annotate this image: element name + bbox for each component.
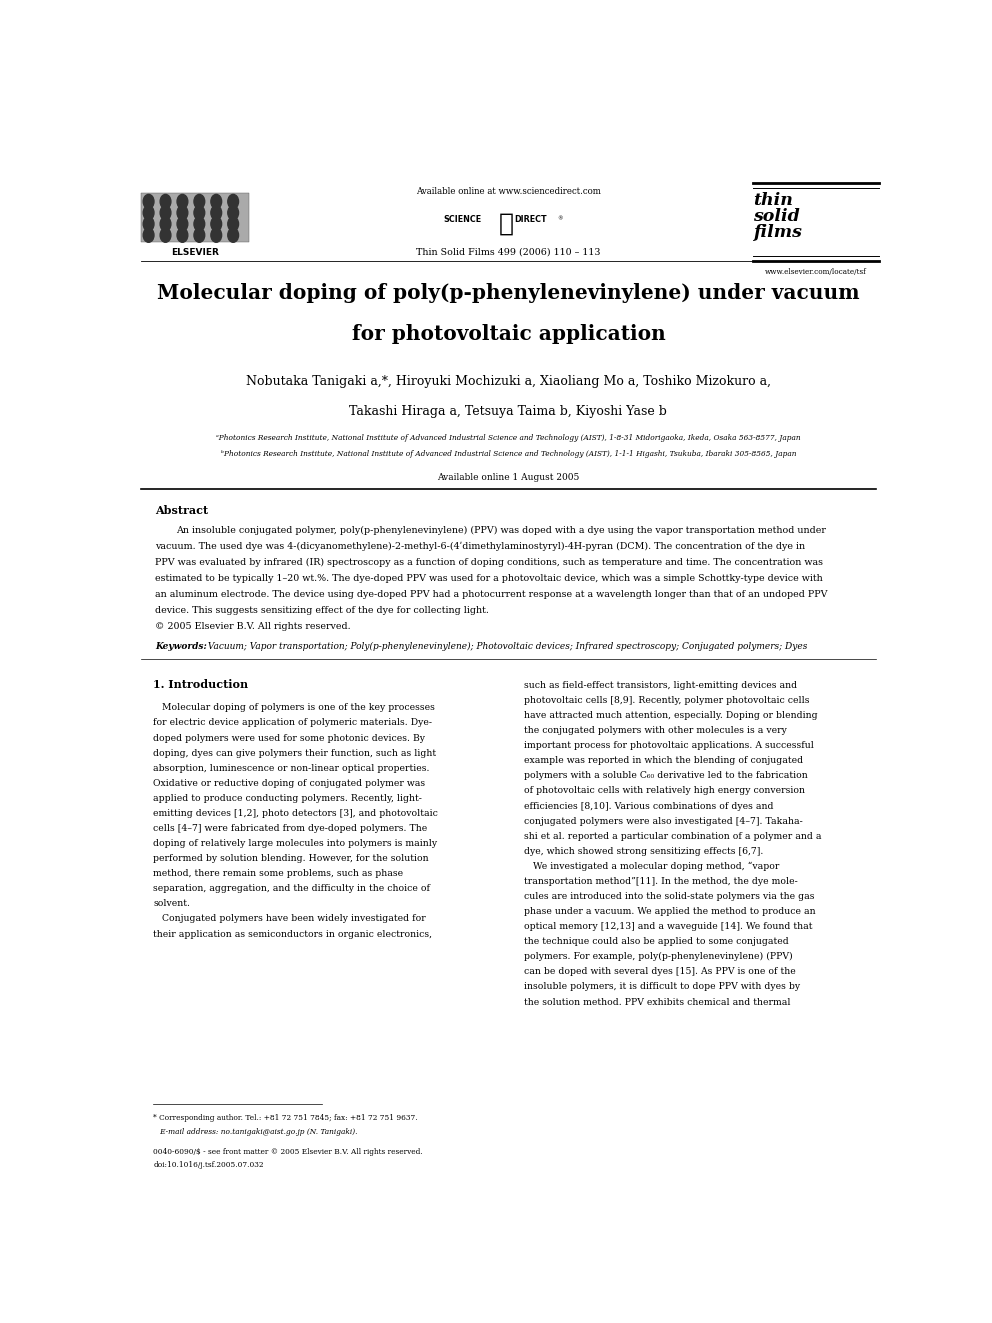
Text: shi et al. reported a particular combination of a polymer and a: shi et al. reported a particular combina… [524, 832, 821, 840]
Text: 0040-6090/$ - see front matter © 2005 Elsevier B.V. All rights reserved.: 0040-6090/$ - see front matter © 2005 El… [153, 1148, 423, 1156]
Circle shape [228, 228, 238, 242]
Text: doi:10.1016/j.tsf.2005.07.032: doi:10.1016/j.tsf.2005.07.032 [153, 1162, 264, 1170]
Text: absorption, luminescence or non-linear optical properties.: absorption, luminescence or non-linear o… [153, 763, 430, 773]
Circle shape [160, 217, 171, 232]
Text: conjugated polymers were also investigated [4–7]. Takaha-: conjugated polymers were also investigat… [524, 816, 803, 826]
Bar [141, 192, 251, 250]
Circle shape [177, 228, 187, 242]
Circle shape [143, 194, 154, 209]
Text: PPV was evaluated by infrared (IR) spectroscopy as a function of doping conditio: PPV was evaluated by infrared (IR) spect… [155, 558, 822, 566]
Circle shape [160, 228, 171, 242]
Circle shape [211, 228, 221, 242]
Circle shape [228, 205, 238, 220]
Text: vacuum. The used dye was 4-(dicyanomethylene)-2-methyl-6-(4ʹdimethylaminostyryl): vacuum. The used dye was 4-(dicyanomethy… [155, 541, 805, 550]
Text: * Corresponding author. Tel.: +81 72 751 7845; fax: +81 72 751 9637.: * Corresponding author. Tel.: +81 72 751… [153, 1114, 418, 1122]
Circle shape [211, 205, 221, 220]
Text: Vacuum; Vapor transportation; Poly(p-phenylenevinylene); Photovoltaic devices; I: Vacuum; Vapor transportation; Poly(p-phe… [204, 642, 807, 651]
FancyBboxPatch shape [141, 193, 249, 242]
Text: Keywords:: Keywords: [155, 642, 206, 651]
Text: ⓓ: ⓓ [499, 212, 514, 235]
Text: solvent.: solvent. [153, 900, 190, 909]
Text: the solution method. PPV exhibits chemical and thermal: the solution method. PPV exhibits chemic… [524, 998, 791, 1007]
Text: transportation method”[11]. In the method, the dye mole-: transportation method”[11]. In the metho… [524, 877, 798, 886]
Text: device. This suggests sensitizing effect of the dye for collecting light.: device. This suggests sensitizing effect… [155, 606, 489, 615]
Text: of photovoltaic cells with relatively high energy conversion: of photovoltaic cells with relatively hi… [524, 786, 805, 795]
Text: thin
solid
films: thin solid films [753, 192, 802, 241]
Text: ᵇPhotonics Research Institute, National Institute of Advanced Industrial Science: ᵇPhotonics Research Institute, National … [220, 450, 797, 458]
Text: have attracted much attention, especially. Doping or blending: have attracted much attention, especiall… [524, 710, 817, 720]
Text: Takashi Hiraga a, Tetsuya Taima b, Kiyoshi Yase b: Takashi Hiraga a, Tetsuya Taima b, Kiyos… [349, 405, 668, 418]
Circle shape [160, 194, 171, 209]
Text: applied to produce conducting polymers. Recently, light-: applied to produce conducting polymers. … [153, 794, 422, 803]
Circle shape [194, 228, 204, 242]
Text: photovoltaic cells [8,9]. Recently, polymer photovoltaic cells: photovoltaic cells [8,9]. Recently, poly… [524, 696, 809, 705]
Text: Nobutaka Tanigaki a,*, Hiroyuki Mochizuki a, Xiaoliang Mo a, Toshiko Mizokuro a,: Nobutaka Tanigaki a,*, Hiroyuki Mochizuk… [246, 374, 771, 388]
Text: insoluble polymers, it is difficult to dope PPV with dyes by: insoluble polymers, it is difficult to d… [524, 983, 800, 991]
Text: cells [4–7] were fabricated from dye-doped polymers. The: cells [4–7] were fabricated from dye-dop… [153, 824, 428, 833]
Text: optical memory [12,13] and a waveguide [14]. We found that: optical memory [12,13] and a waveguide [… [524, 922, 812, 931]
Circle shape [194, 217, 204, 232]
Text: important process for photovoltaic applications. A successful: important process for photovoltaic appli… [524, 741, 813, 750]
Text: estimated to be typically 1–20 wt.%. The dye-doped PPV was used for a photovolta: estimated to be typically 1–20 wt.%. The… [155, 574, 822, 583]
Text: for electric device application of polymeric materials. Dye-: for electric device application of polym… [153, 718, 433, 728]
Text: Oxidative or reductive doping of conjugated polymer was: Oxidative or reductive doping of conjuga… [153, 779, 426, 787]
Text: separation, aggregation, and the difficulty in the choice of: separation, aggregation, and the difficu… [153, 884, 431, 893]
Text: Molecular doping of polymers is one of the key processes: Molecular doping of polymers is one of t… [153, 704, 435, 712]
Circle shape [194, 205, 204, 220]
Text: the conjugated polymers with other molecules is a very: the conjugated polymers with other molec… [524, 726, 787, 736]
Text: polymers with a soluble C₆₀ derivative led to the fabrication: polymers with a soluble C₆₀ derivative l… [524, 771, 807, 781]
Text: DIRECT: DIRECT [515, 214, 548, 224]
Text: ᵃPhotonics Research Institute, National Institute of Advanced Industrial Science: ᵃPhotonics Research Institute, National … [216, 434, 801, 442]
Circle shape [143, 205, 154, 220]
Text: E-mail address: no.tanigaki@aist.go.jp (N. Tanigaki).: E-mail address: no.tanigaki@aist.go.jp (… [153, 1127, 358, 1135]
Text: example was reported in which the blending of conjugated: example was reported in which the blendi… [524, 757, 803, 765]
Text: ELSEVIER: ELSEVIER [171, 249, 218, 258]
Text: We investigated a molecular doping method, “vapor: We investigated a molecular doping metho… [524, 861, 779, 872]
Text: emitting devices [1,2], photo detectors [3], and photovoltaic: emitting devices [1,2], photo detectors … [153, 808, 438, 818]
Text: 1. Introduction: 1. Introduction [153, 679, 248, 689]
Circle shape [160, 205, 171, 220]
Text: the technique could also be applied to some conjugated: the technique could also be applied to s… [524, 937, 789, 946]
Text: cules are introduced into the solid-state polymers via the gas: cules are introduced into the solid-stat… [524, 892, 814, 901]
Text: method, there remain some problems, such as phase: method, there remain some problems, such… [153, 869, 404, 878]
Text: Thin Solid Films 499 (2006) 110 – 113: Thin Solid Films 499 (2006) 110 – 113 [417, 247, 600, 257]
Text: can be doped with several dyes [15]. As PPV is one of the: can be doped with several dyes [15]. As … [524, 967, 796, 976]
Circle shape [211, 217, 221, 232]
Text: Molecular doping of poly(p-phenylenevinylene) under vacuum: Molecular doping of poly(p-phenyleneviny… [157, 283, 860, 303]
Text: Abstract: Abstract [155, 505, 208, 516]
Circle shape [177, 217, 187, 232]
Circle shape [143, 217, 154, 232]
Text: ®: ® [557, 217, 562, 222]
Text: © 2005 Elsevier B.V. All rights reserved.: © 2005 Elsevier B.V. All rights reserved… [155, 622, 350, 631]
Text: performed by solution blending. However, for the solution: performed by solution blending. However,… [153, 855, 429, 863]
Circle shape [177, 205, 187, 220]
Text: doping of relatively large molecules into polymers is mainly: doping of relatively large molecules int… [153, 839, 437, 848]
Text: an aluminum electrode. The device using dye-doped PPV had a photocurrent respons: an aluminum electrode. The device using … [155, 590, 827, 599]
Text: Conjugated polymers have been widely investigated for: Conjugated polymers have been widely inv… [153, 914, 426, 923]
Circle shape [211, 194, 221, 209]
Text: www.elsevier.com/locate/tsf: www.elsevier.com/locate/tsf [765, 267, 867, 275]
Circle shape [228, 217, 238, 232]
Text: such as field-effect transistors, light-emitting devices and: such as field-effect transistors, light-… [524, 681, 797, 691]
Text: phase under a vacuum. We applied the method to produce an: phase under a vacuum. We applied the met… [524, 908, 815, 916]
Text: SCIENCE: SCIENCE [443, 214, 481, 224]
Circle shape [177, 194, 187, 209]
Text: An insoluble conjugated polymer, poly(p-phenylenevinylene) (PPV) was doped with : An insoluble conjugated polymer, poly(p-… [177, 525, 826, 534]
Text: doping, dyes can give polymers their function, such as light: doping, dyes can give polymers their fun… [153, 749, 436, 758]
Text: Available online at www.sciencedirect.com: Available online at www.sciencedirect.co… [416, 188, 601, 196]
Circle shape [143, 228, 154, 242]
Text: efficiencies [8,10]. Various combinations of dyes and: efficiencies [8,10]. Various combination… [524, 802, 774, 811]
Text: doped polymers were used for some photonic devices. By: doped polymers were used for some photon… [153, 733, 426, 742]
Text: dye, which showed strong sensitizing effects [6,7].: dye, which showed strong sensitizing eff… [524, 847, 763, 856]
Text: their application as semiconductors in organic electronics,: their application as semiconductors in o… [153, 930, 433, 938]
Text: Available online 1 August 2005: Available online 1 August 2005 [437, 472, 579, 482]
Text: for photovoltaic application: for photovoltaic application [351, 324, 666, 344]
Circle shape [194, 194, 204, 209]
Text: polymers. For example, poly(p-phenylenevinylene) (PPV): polymers. For example, poly(p-phenylenev… [524, 953, 793, 962]
Circle shape [228, 194, 238, 209]
